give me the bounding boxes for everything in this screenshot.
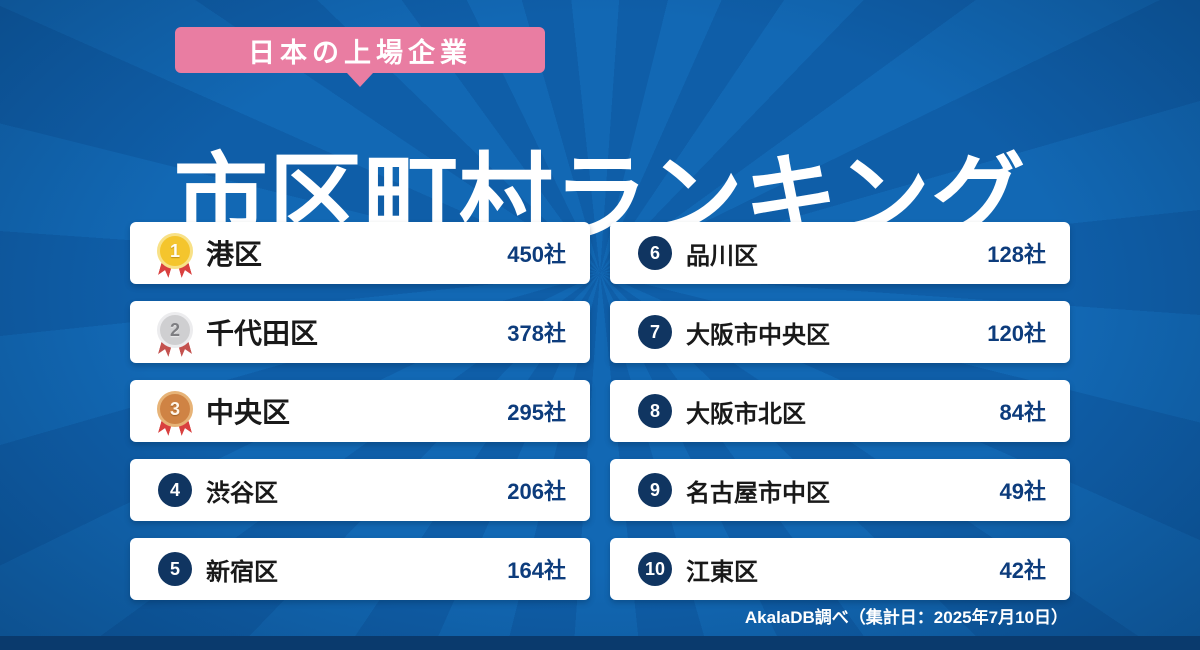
ranking-card-8: 8 大阪市北区 84社 xyxy=(610,380,1070,442)
title-badge: 日本の上場企業 xyxy=(175,27,545,73)
footer-source-note: AkalaDB調べ（集計日：2025年7月10日） xyxy=(744,608,1068,627)
ranking-card-6: 6 品川区 128社 xyxy=(610,222,1070,284)
city-name-label: 新宿区 xyxy=(206,558,278,586)
city-name-label: 名古屋市中区 xyxy=(686,479,830,507)
rank-number: 2 xyxy=(157,312,193,348)
bottom-border-bar xyxy=(0,636,1200,650)
rank-number-badge: 5 xyxy=(158,552,192,586)
city-name-label: 渋谷区 xyxy=(206,479,278,507)
company-count-label: 49社 xyxy=(999,479,1046,504)
company-count-label: 120社 xyxy=(987,321,1046,346)
company-count-label: 164社 xyxy=(507,558,566,583)
title-badge-label: 日本の上場企業 xyxy=(248,37,472,68)
rank-number-badge: 4 xyxy=(158,473,192,507)
rank-number-badge: 10 xyxy=(638,552,672,586)
company-count-label: 378社 xyxy=(507,321,566,346)
rank-number-badge: 8 xyxy=(638,394,672,428)
rank-number-badge: 9 xyxy=(638,473,672,507)
rank-number-badge: 6 xyxy=(638,236,672,270)
rank-number-badge: 7 xyxy=(638,315,672,349)
company-count-label: 42社 xyxy=(999,558,1046,583)
rank-number: 1 xyxy=(157,233,193,269)
ranking-card-9: 9 名古屋市中区 49社 xyxy=(610,459,1070,521)
rank-number: 3 xyxy=(157,391,193,427)
city-name-label: 江東区 xyxy=(686,558,758,586)
company-count-label: 206社 xyxy=(507,479,566,504)
ranking-grid: 1 港区 450社 2 千代田区 378社 3 中央区 295社 xyxy=(130,222,1070,600)
city-name-label: 千代田区 xyxy=(206,318,319,349)
company-count-label: 450社 xyxy=(507,242,566,267)
city-name-label: 中央区 xyxy=(206,397,291,428)
company-count-label: 295社 xyxy=(507,400,566,425)
company-count-label: 128社 xyxy=(987,242,1046,267)
ranking-card-3: 3 中央区 295社 xyxy=(130,380,590,442)
city-name-label: 港区 xyxy=(206,239,263,270)
ranking-card-10: 10 江東区 42社 xyxy=(610,538,1070,600)
bronze-medal-icon: 3 xyxy=(155,391,195,439)
city-name-label: 大阪市中央区 xyxy=(686,321,830,349)
city-name-label: 大阪市北区 xyxy=(686,400,806,428)
ranking-card-7: 7 大阪市中央区 120社 xyxy=(610,301,1070,363)
gold-medal-icon: 1 xyxy=(155,233,195,281)
ranking-card-1: 1 港区 450社 xyxy=(130,222,590,284)
company-count-label: 84社 xyxy=(999,400,1046,425)
ranking-card-4: 4 渋谷区 206社 xyxy=(130,459,590,521)
ranking-card-5: 5 新宿区 164社 xyxy=(130,538,590,600)
city-name-label: 品川区 xyxy=(686,242,758,270)
ranking-card-2: 2 千代田区 378社 xyxy=(130,301,590,363)
silver-medal-icon: 2 xyxy=(155,312,195,360)
